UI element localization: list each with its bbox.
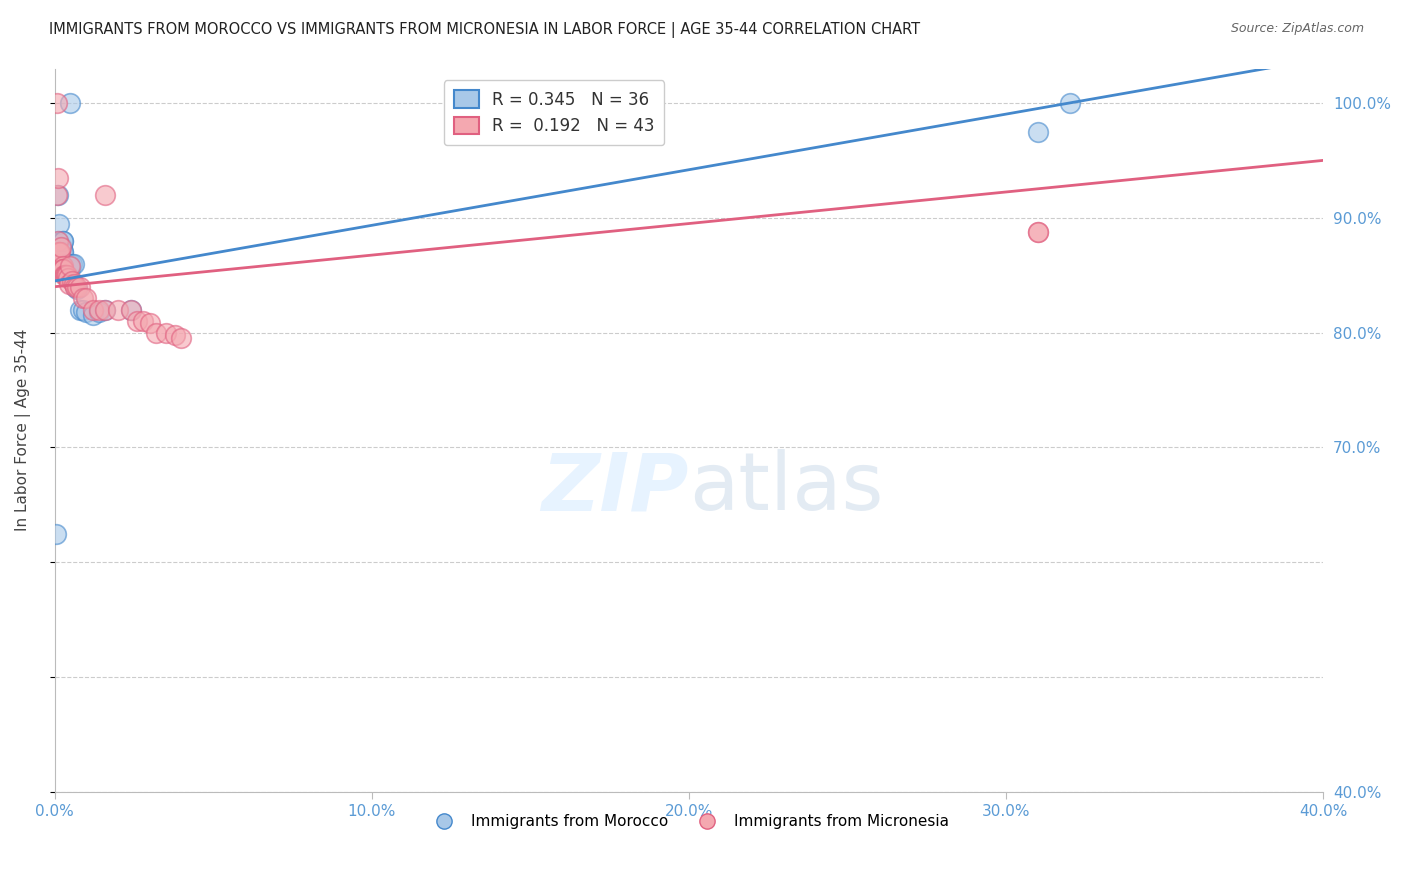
Y-axis label: In Labor Force | Age 35-44: In Labor Force | Age 35-44	[15, 329, 31, 532]
Point	[66, 279, 89, 293]
Point	[155, 326, 177, 340]
Point	[46, 95, 69, 110]
Point	[94, 187, 117, 202]
Point	[69, 302, 91, 317]
Point	[49, 245, 72, 260]
Point	[1059, 95, 1081, 110]
Text: ZIP: ZIP	[541, 449, 689, 527]
Text: atlas: atlas	[689, 449, 883, 527]
Point	[48, 187, 70, 202]
Point	[45, 526, 67, 541]
Point	[46, 170, 69, 185]
Point	[51, 245, 73, 260]
Point	[165, 327, 187, 342]
Point	[55, 257, 77, 271]
Point	[53, 262, 76, 277]
Point	[52, 262, 75, 277]
Point	[87, 305, 110, 319]
Point	[72, 291, 94, 305]
Point	[59, 257, 82, 271]
Point	[65, 279, 87, 293]
Point	[58, 277, 80, 292]
Text: IMMIGRANTS FROM MOROCCO VS IMMIGRANTS FROM MICRONESIA IN LABOR FORCE | AGE 35-44: IMMIGRANTS FROM MOROCCO VS IMMIGRANTS FR…	[49, 22, 921, 38]
Point	[48, 245, 70, 260]
Point	[58, 259, 80, 273]
Point	[59, 262, 82, 277]
Point	[60, 274, 83, 288]
Point	[1026, 125, 1049, 139]
Point	[48, 217, 70, 231]
Point	[51, 239, 73, 253]
Point	[56, 257, 79, 271]
Point	[72, 302, 94, 317]
Point	[53, 262, 76, 277]
Point	[62, 257, 84, 271]
Point	[51, 262, 73, 277]
Point	[82, 309, 104, 323]
Point	[87, 302, 110, 317]
Point	[75, 291, 97, 305]
Point	[94, 302, 117, 317]
Point	[55, 268, 77, 283]
Point	[139, 317, 162, 331]
Point	[51, 262, 73, 277]
Point	[52, 245, 75, 260]
Legend: Immigrants from Morocco, Immigrants from Micronesia: Immigrants from Morocco, Immigrants from…	[422, 808, 956, 835]
Point	[62, 277, 84, 292]
Point	[82, 302, 104, 317]
Point	[44, 257, 66, 271]
Point	[65, 279, 87, 293]
Point	[51, 259, 73, 273]
Point	[60, 257, 83, 271]
Point	[46, 234, 69, 248]
Point	[145, 326, 167, 340]
Point	[59, 259, 82, 273]
Point	[55, 262, 77, 277]
Point	[49, 239, 72, 253]
Point	[120, 302, 142, 317]
Point	[48, 245, 70, 260]
Text: Source: ZipAtlas.com: Source: ZipAtlas.com	[1230, 22, 1364, 36]
Point	[120, 302, 142, 317]
Point	[94, 302, 117, 317]
Point	[53, 268, 76, 283]
Point	[48, 234, 70, 248]
Point	[132, 314, 155, 328]
Point	[125, 314, 148, 328]
Point	[75, 305, 97, 319]
Point	[49, 239, 72, 253]
Point	[69, 279, 91, 293]
Point	[1026, 225, 1049, 239]
Point	[56, 257, 79, 271]
Point	[56, 268, 79, 283]
Point	[49, 245, 72, 260]
Point	[107, 302, 129, 317]
Point	[45, 257, 67, 271]
Point	[51, 234, 73, 248]
Point	[59, 95, 82, 110]
Point	[46, 245, 69, 260]
Point	[66, 282, 89, 296]
Point	[52, 234, 75, 248]
Point	[53, 268, 76, 283]
Point	[170, 331, 193, 345]
Point	[56, 270, 79, 285]
Point	[46, 187, 69, 202]
Point	[53, 257, 76, 271]
Point	[1026, 225, 1049, 239]
